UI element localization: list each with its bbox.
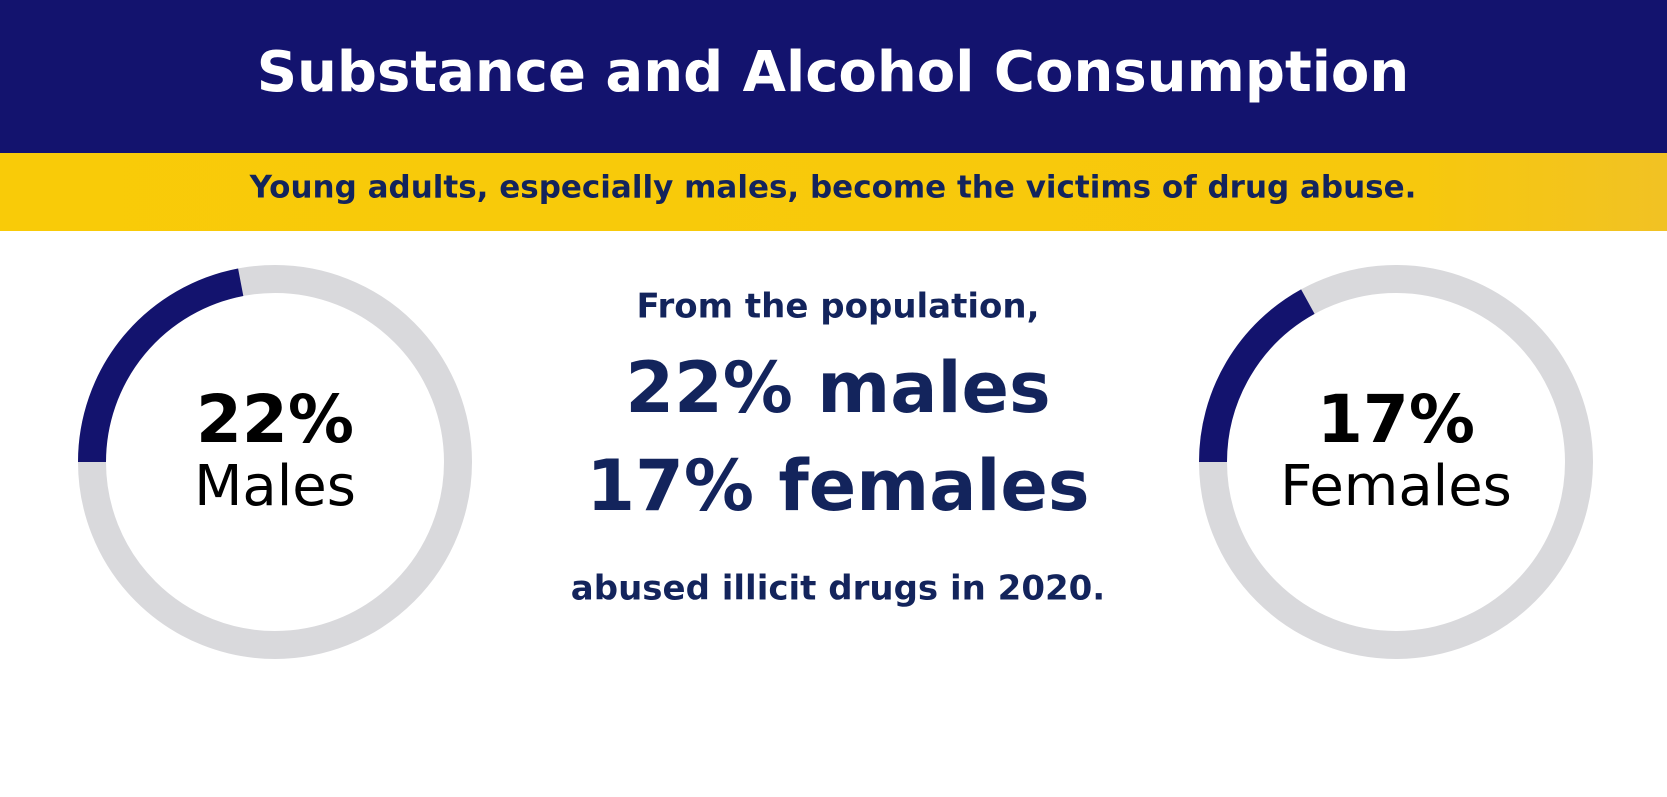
center-line: 22% males <box>625 347 1050 429</box>
ring-value: 17% <box>1317 381 1475 458</box>
ring-label: Males <box>194 454 356 519</box>
center-outro: abused illicit drugs in 2020. <box>571 569 1105 609</box>
header-band <box>0 0 1667 153</box>
subtitle-band <box>0 153 1667 231</box>
center-intro: From the population, <box>636 287 1039 327</box>
center-line: 17% females <box>586 445 1089 527</box>
ring-arc <box>78 268 244 463</box>
subtitle: Young adults, especially males, become t… <box>249 170 1417 206</box>
ring-arc <box>1199 289 1315 463</box>
title: Substance and Alcohol Consumption <box>257 40 1410 105</box>
ring-value: 22% <box>196 381 354 458</box>
ring-label: Females <box>1280 454 1512 519</box>
